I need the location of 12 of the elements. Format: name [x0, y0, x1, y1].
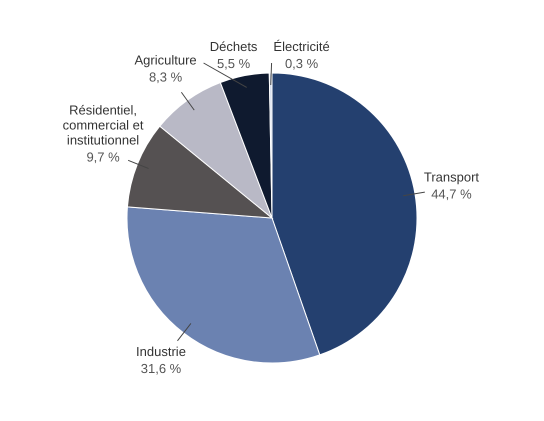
data-label: 0,3 % [284, 56, 319, 71]
slice-label: Résidentiel, commercial et institutionnel [62, 102, 144, 148]
slice-label: Transport [424, 170, 480, 185]
slice-label: Électricité [273, 39, 330, 54]
data-label: 44,7 % [431, 186, 472, 202]
slice-label: Agriculture [134, 52, 197, 68]
data-label: 5,5 % [216, 56, 251, 71]
data-label: 9,7 % [86, 149, 120, 164]
data-label: 8,3 % [148, 69, 183, 84]
slice-label: Industrie [136, 344, 186, 360]
data-label: 31,6 % [140, 361, 182, 376]
slice-label: Déchets [210, 39, 258, 54]
